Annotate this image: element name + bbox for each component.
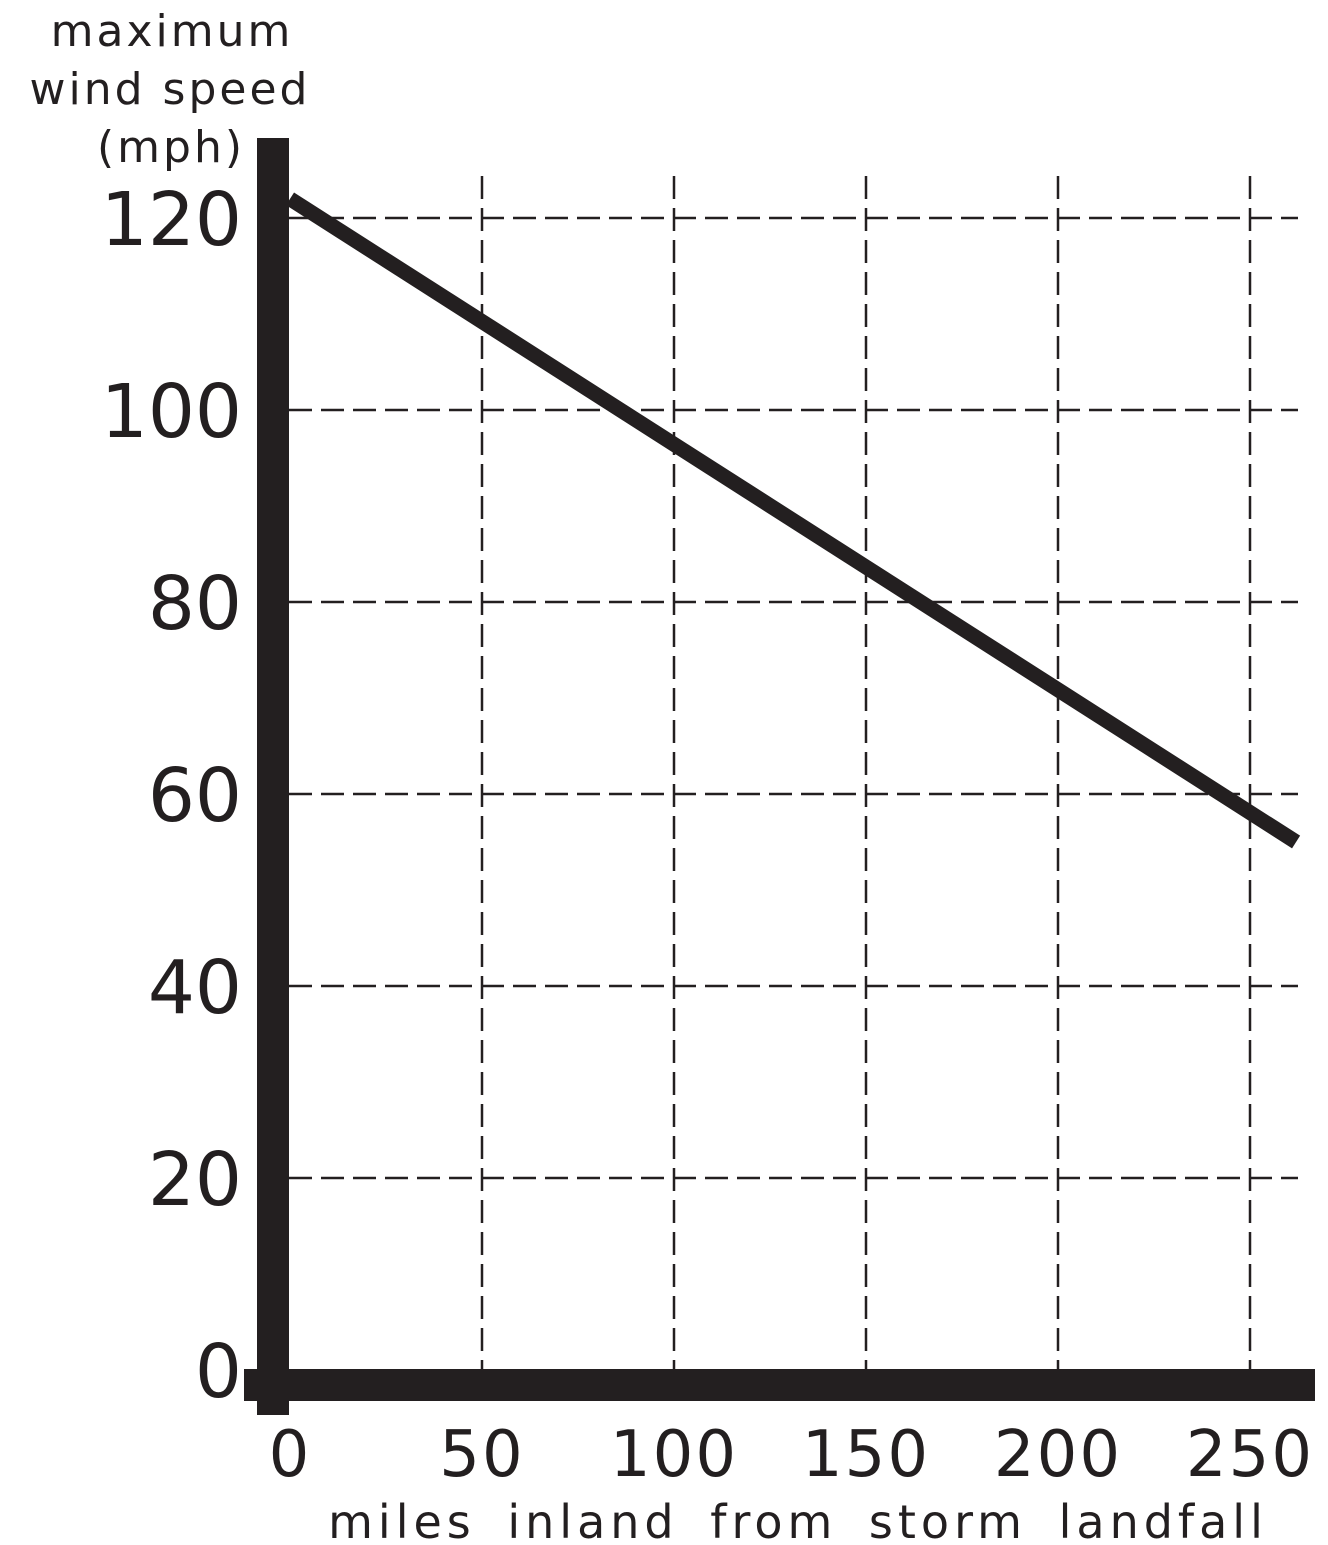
wind-speed-line: [285, 192, 1301, 849]
x-tick-label: 200: [994, 1418, 1122, 1492]
x-tick-label: 100: [610, 1418, 738, 1492]
x-tick-label: 150: [802, 1418, 930, 1492]
x-tick-label: 0: [269, 1418, 312, 1492]
y-axis-title-line-1: maximum: [51, 6, 294, 57]
x-tick-label: 250: [1186, 1418, 1314, 1492]
series-layer: [285, 192, 1301, 849]
y-tick-label: 20: [148, 1137, 242, 1223]
y-tick-labels: 0 20 40 60 80 100 120: [101, 177, 242, 1415]
x-axis-line: [244, 1369, 1315, 1401]
y-tick-label: 0: [195, 1329, 242, 1415]
y-tick-label: 60: [148, 753, 242, 839]
x-tick-labels: 0 50 100 150 200 250: [269, 1418, 1314, 1492]
y-axis-title-line-2: wind speed: [30, 64, 311, 115]
y-tick-label: 40: [148, 945, 242, 1031]
y-tick-label: 120: [101, 177, 242, 263]
axes: [244, 138, 1315, 1415]
y-tick-label: 100: [101, 369, 242, 455]
x-tick-label: 50: [439, 1418, 524, 1492]
x-axis-title: miles inland from storm landfall: [328, 1495, 1268, 1545]
y-axis-title-line-3: (mph): [97, 122, 245, 173]
y-axis-title: maximum wind speed (mph): [30, 6, 311, 173]
y-tick-label: 80: [148, 561, 242, 647]
y-axis-line: [257, 138, 289, 1415]
grid-lines: [289, 176, 1298, 1370]
